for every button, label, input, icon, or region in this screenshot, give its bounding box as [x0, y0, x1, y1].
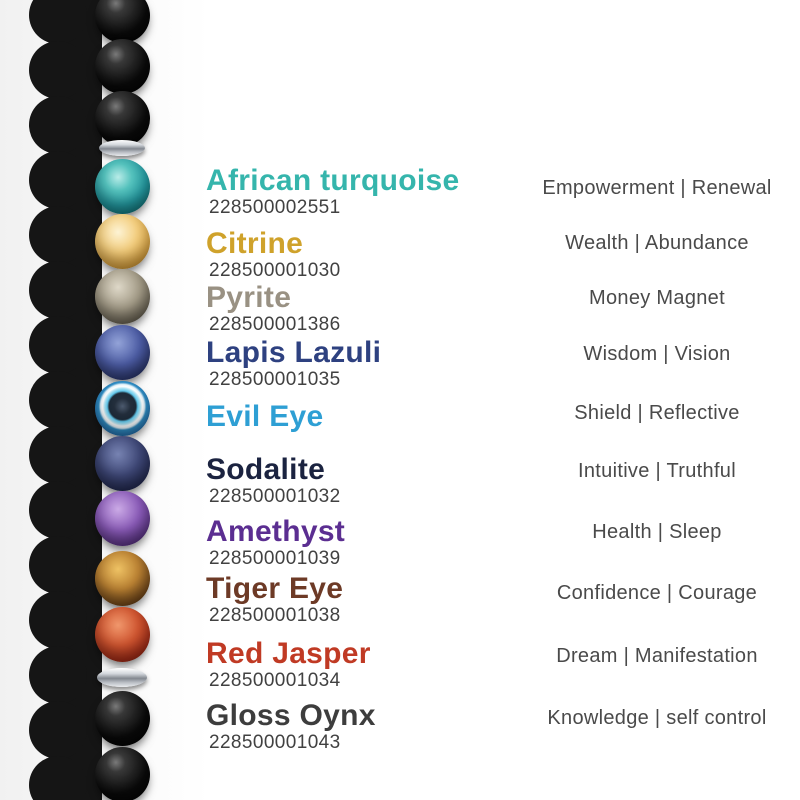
stone-sku: 228500001386 — [209, 314, 341, 335]
stone-sku: 228500001030 — [209, 260, 341, 281]
shadow-scallop — [29, 371, 87, 429]
amethyst-bead — [95, 491, 150, 546]
stone-row: Tiger Eye 228500001038 — [206, 571, 343, 626]
tiger-eye-bead — [95, 551, 150, 606]
shadow-scallop — [29, 96, 87, 154]
stone-properties: Money Magnet — [589, 287, 725, 309]
bead-strand — [0, 0, 200, 800]
shadow-scallop — [29, 646, 87, 704]
stone-properties: Shield | Reflective — [574, 402, 740, 424]
silver-spacer-disc — [97, 668, 147, 687]
stone-properties: Health | Sleep — [592, 521, 722, 543]
red-jasper-bead — [95, 607, 150, 662]
stone-properties-row: Knowledge | self control — [520, 707, 794, 730]
stone-properties: Intuitive | Truthful — [578, 460, 736, 482]
stone-properties-row: Wisdom | Vision — [520, 343, 794, 366]
stone-properties: Wisdom | Vision — [583, 343, 731, 365]
stone-row: Gloss Oynx 228500001043 — [206, 698, 376, 753]
stone-properties: Knowledge | self control — [547, 707, 767, 729]
shadow-scallop — [29, 41, 87, 99]
shadow-scallop — [29, 536, 87, 594]
stone-properties-row: Intuitive | Truthful — [520, 460, 794, 483]
stone-properties-row: Empowerment | Renewal — [520, 177, 794, 200]
stone-properties-row: Shield | Reflective — [520, 402, 794, 425]
shadow-scallop — [29, 261, 87, 319]
stone-sku: 228500001034 — [209, 670, 341, 691]
silver-spacer-disc — [99, 140, 145, 156]
black-onyx-bead — [95, 91, 150, 146]
stone-name: Lapis Lazuli — [206, 336, 382, 369]
stone-row: Sodalite 228500001032 — [206, 452, 341, 507]
evil-eye-bead — [95, 381, 150, 436]
stone-sku: 228500002551 — [209, 197, 341, 218]
stone-name: African turquoise — [206, 164, 460, 197]
shadow-scallop — [29, 701, 87, 759]
pyrite-bead — [95, 269, 150, 324]
stone-properties-row: Confidence | Courage — [520, 582, 794, 605]
shadow-scallop — [29, 426, 87, 484]
stone-row: Evil Eye — [206, 399, 323, 434]
stone-row: African turquoise 228500002551 — [206, 163, 459, 218]
shadow-scallop — [29, 756, 87, 800]
stone-row: Amethyst 228500001039 — [206, 514, 345, 569]
stone-properties: Confidence | Courage — [556, 582, 758, 604]
stone-name: Citrine — [206, 227, 304, 260]
stone-name: Pyrite — [206, 281, 292, 314]
stone-row: Pyrite 228500001386 — [206, 280, 341, 335]
stone-sku: 228500001039 — [209, 548, 341, 569]
stone-properties: Empowerment | Renewal — [542, 177, 772, 199]
stone-properties-row: Money Magnet — [520, 287, 794, 310]
stone-properties: Wealth | Abundance — [565, 232, 749, 254]
stone-name: Tiger Eye — [206, 572, 344, 605]
stone-name: Amethyst — [206, 515, 346, 548]
stone-row: Citrine 228500001030 — [206, 226, 341, 281]
stone-name: Sodalite — [206, 453, 326, 486]
black-onyx-bead — [95, 691, 150, 746]
citrine-bead — [95, 214, 150, 269]
black-onyx-bead — [95, 39, 150, 94]
stone-row: Red Jasper 228500001034 — [206, 636, 371, 691]
african-turquoise-bead — [95, 159, 150, 214]
stone-sku: 228500001032 — [209, 486, 341, 507]
shadow-scallop — [29, 151, 87, 209]
black-onyx-bead — [95, 0, 150, 43]
stone-sku: 228500001038 — [209, 605, 341, 626]
lapis-lazuli-bead — [95, 325, 150, 380]
stone-properties-row: Dream | Manifestation — [520, 645, 794, 668]
stone-name: Red Jasper — [206, 637, 371, 670]
stone-row: Lapis Lazuli 228500001035 — [206, 335, 381, 390]
stone-name: Gloss Oynx — [206, 699, 376, 732]
shadow-scallop — [29, 206, 87, 264]
shadow-scallop — [29, 591, 87, 649]
sodalite-bead — [95, 436, 150, 491]
stone-properties: Dream | Manifestation — [556, 645, 758, 667]
shadow-scallop — [29, 481, 87, 539]
stone-name: Evil Eye — [206, 400, 324, 433]
stone-sku: 228500001043 — [209, 732, 341, 753]
stone-properties-row: Health | Sleep — [520, 521, 794, 544]
stone-properties-row: Wealth | Abundance — [520, 232, 794, 255]
black-onyx-bead — [95, 747, 150, 800]
shadow-scallop — [29, 316, 87, 374]
stone-sku: 228500001035 — [209, 369, 341, 390]
bracelet-shadow-silhouette — [0, 0, 200, 800]
